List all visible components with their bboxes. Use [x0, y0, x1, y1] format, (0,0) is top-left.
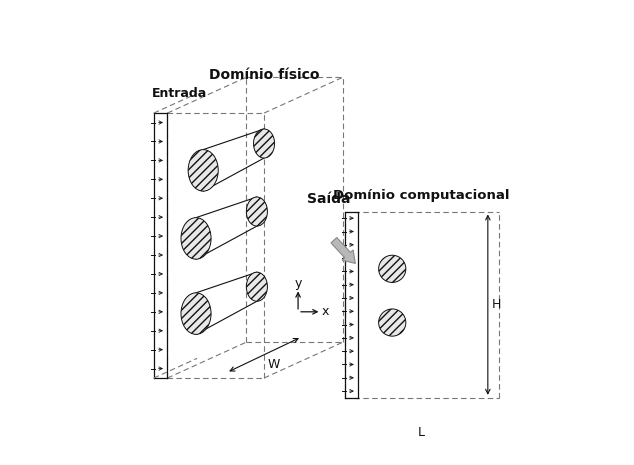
Ellipse shape: [181, 218, 211, 259]
Text: L: L: [418, 426, 425, 439]
FancyArrow shape: [331, 238, 356, 264]
Text: y: y: [294, 277, 302, 290]
Ellipse shape: [247, 272, 268, 301]
Text: Domínio físico: Domínio físico: [209, 68, 320, 82]
Ellipse shape: [378, 309, 406, 336]
Ellipse shape: [378, 255, 406, 282]
Ellipse shape: [247, 197, 268, 226]
Text: W: W: [268, 359, 280, 372]
Ellipse shape: [254, 129, 275, 158]
Ellipse shape: [188, 150, 218, 191]
Ellipse shape: [181, 293, 211, 334]
Text: x: x: [322, 306, 329, 319]
Text: H: H: [492, 298, 501, 311]
Text: Entrada: Entrada: [152, 87, 207, 100]
Text: Saída: Saída: [307, 192, 350, 206]
Text: Domínio computacional: Domínio computacional: [333, 189, 510, 202]
